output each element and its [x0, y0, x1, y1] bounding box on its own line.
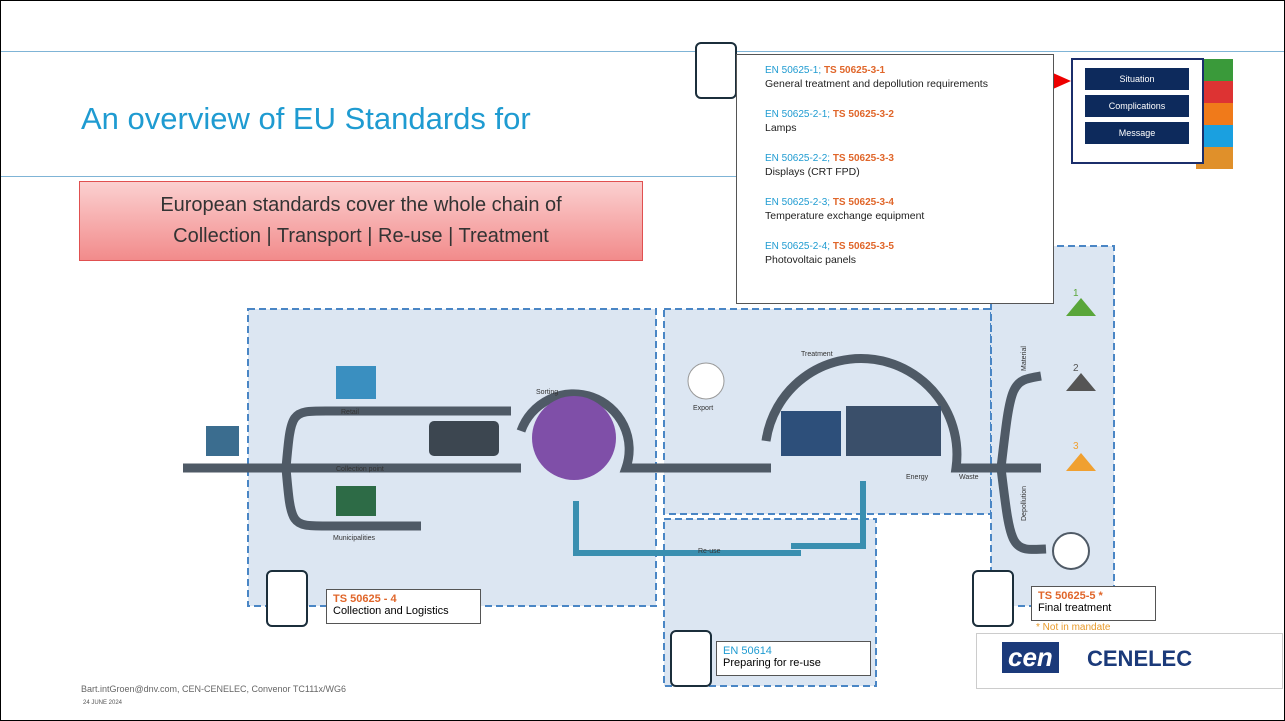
icon-bin — [336, 486, 376, 516]
label-depollution: Depollution — [1021, 486, 1028, 521]
icon-tanks — [846, 406, 941, 456]
logo: cen CENELEC — [976, 633, 1283, 689]
date: 24 JUNE 2024 — [83, 700, 122, 706]
ts-code: TS 50625-3-4 — [833, 197, 894, 208]
standard-item: EN 50625-2-4; TS 50625-3-5 Photovoltaic p… — [765, 241, 1053, 266]
en-code: EN 50625-2-3; — [765, 197, 830, 208]
cert-text: Final treatment — [1038, 602, 1149, 614]
en-code: EN 50625-2-1; — [765, 109, 830, 120]
ts-code: TS 50625-3-3 — [833, 153, 894, 164]
standard-codes: EN 50625-1; TS 50625-3-1 — [765, 65, 1053, 76]
standards-popup: EN 50625-1; TS 50625-3-1 General treatmen… — [736, 54, 1054, 304]
cert-code: EN 50614 — [723, 645, 864, 657]
cert-icon — [671, 631, 711, 686]
nav: Situation Complications Message — [1071, 58, 1204, 164]
en-code: EN 50625-2-4; — [765, 241, 830, 252]
standard-item: EN 50625-2-1; TS 50625-3-2 Lamps — [765, 109, 1053, 134]
icon-buildings — [206, 426, 239, 456]
sorting-wheel — [532, 396, 616, 480]
cert-text: Collection and Logistics — [333, 605, 474, 617]
nav-pointer — [1053, 73, 1071, 89]
standard-label: Lamps — [765, 122, 1053, 134]
cert-code: TS 50625-5 * — [1038, 590, 1149, 602]
cert-code: TS 50625 - 4 — [333, 593, 474, 605]
label-collection-point: Collection point — [336, 466, 384, 473]
logo-mark: cen — [1002, 642, 1059, 673]
footer: Bart.intGroen@dnv.com, CEN-CENELEC, Conv… — [81, 684, 346, 694]
icon-retail — [336, 366, 376, 399]
cert-label: TS 50625-5 * Final treatment — [1031, 586, 1156, 621]
cert-text: Preparing for re-use — [723, 657, 864, 669]
cert-label: TS 50625 - 4 Collection and Logistics — [326, 589, 481, 624]
cert-note: * Not in mandate — [1036, 622, 1111, 633]
label-waste: Waste — [959, 474, 979, 481]
ts-code: TS 50625-3-5 — [833, 241, 894, 252]
standard-label: Displays (CRT FPD) — [765, 166, 1053, 178]
standard-codes: EN 50625-2-4; TS 50625-3-5 — [765, 241, 1053, 252]
label-energy: Energy — [906, 474, 929, 481]
label-treatment: Treatment — [801, 351, 833, 358]
cert-icon — [973, 571, 1013, 626]
standard-item: EN 50625-1; TS 50625-3-1 General treatmen… — [765, 65, 1053, 90]
en-code: EN 50625-2-2; — [765, 153, 830, 164]
ts-code: TS 50625-3-1 — [824, 65, 885, 76]
label-retail: Retail — [341, 409, 359, 416]
label-reuse: Re-use — [698, 548, 721, 555]
page: An overview of EU Standards for European… — [0, 0, 1285, 721]
label-municipalities: Municipalities — [333, 535, 376, 542]
icon-depollution — [1053, 533, 1089, 569]
standard-item: EN 50625-2-2; TS 50625-3-3 Displays (CRT … — [765, 153, 1053, 178]
step: 3 — [1073, 441, 1079, 452]
slide: An overview of EU Standards for European… — [0, 0, 1285, 721]
icon-ship — [688, 363, 724, 399]
standard-codes: EN 50625-2-3; TS 50625-3-4 — [765, 197, 1053, 208]
ts-code: TS 50625-3-2 — [833, 109, 894, 120]
label-export: Export — [693, 405, 713, 412]
step: 2 — [1073, 363, 1079, 374]
cert-icon — [696, 43, 736, 98]
standard-label: Temperature exchange equipment — [765, 210, 1053, 222]
standard-label: Photovoltaic panels — [765, 254, 1053, 266]
nav-button[interactable]: Message — [1085, 122, 1189, 144]
label-sorting: Sorting — [536, 389, 558, 396]
step: 1 — [1073, 288, 1079, 299]
nav-button[interactable]: Complications — [1085, 95, 1189, 117]
standard-label: General treatment and depollution requir… — [765, 78, 1053, 90]
icon-truck — [429, 421, 499, 456]
label-material: Material — [1021, 346, 1028, 371]
logo-name: CENELEC — [1087, 646, 1192, 672]
standard-codes: EN 50625-2-1; TS 50625-3-2 — [765, 109, 1053, 120]
standard-codes: EN 50625-2-2; TS 50625-3-3 — [765, 153, 1053, 164]
cert-icon — [267, 571, 307, 626]
icon-plant — [781, 411, 841, 456]
en-code: EN 50625-1; — [765, 65, 821, 76]
nav-button[interactable]: Situation — [1085, 68, 1189, 90]
standard-item: EN 50625-2-3; TS 50625-3-4 Temperature ex… — [765, 197, 1053, 222]
cert-label: EN 50614 Preparing for re-use — [716, 641, 871, 676]
